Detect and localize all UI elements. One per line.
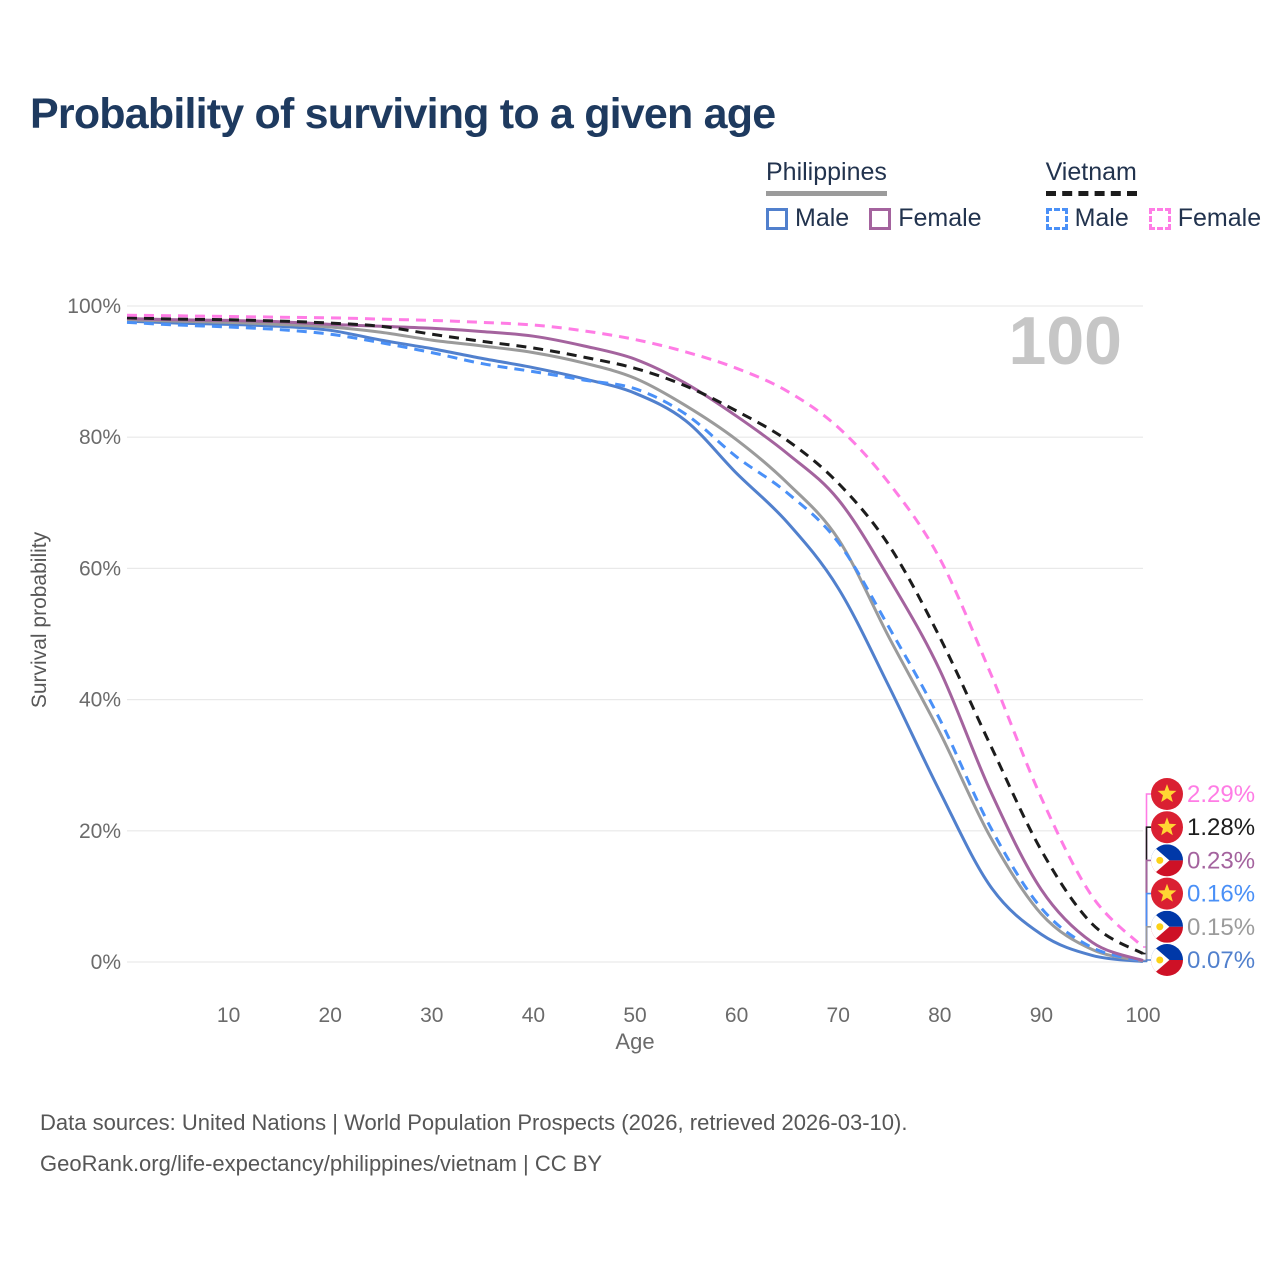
y-tick-label: 0% (91, 951, 121, 974)
curve-vietnam-male (126, 320, 1144, 963)
x-tick-label: 40 (522, 1004, 545, 1027)
x-tick-label: 100 (1125, 1004, 1160, 1027)
y-tick-label: 60% (79, 557, 121, 580)
star-icon (1157, 784, 1177, 802)
end-label-connector (1143, 959, 1151, 963)
curve-philippines-male (126, 319, 1144, 963)
attribution-line: GeoRank.org/life-expectancy/philippines/… (40, 1151, 603, 1176)
y-axis-tick-labels: 0% 20% 40% 60% 80% 100% (67, 295, 121, 974)
legend-item-vietnam-male: Male (1045, 204, 1129, 233)
legend-group-philippines: Philippines Male Female (766, 158, 982, 233)
legend-group-vietnam: Vietnam Male Female (1045, 158, 1262, 233)
philippines-flag-icon (1151, 844, 1183, 877)
star-icon (1157, 817, 1177, 836)
philippines-flag-icon (1151, 910, 1183, 943)
legend-label: Male (1074, 204, 1129, 232)
survival-curves (126, 313, 1145, 963)
x-tick-label: 10 (217, 1004, 240, 1027)
x-tick-label: 30 (420, 1004, 443, 1027)
x-tick-label: 70 (827, 1004, 850, 1027)
legend-label: Male (795, 204, 850, 232)
footer: Data sources: United Nations | World Pop… (40, 1102, 907, 1184)
age-marker-watermark: 100 (1009, 303, 1122, 379)
page-title: Probability of surviving to a given age (30, 90, 776, 138)
legend-country-vietnam: Vietnam (1045, 158, 1137, 196)
philippines-female-swatch-icon (869, 207, 892, 230)
x-tick-label: 50 (623, 1004, 646, 1027)
x-axis-tick-labels: 10 20 30 40 50 60 70 80 90 100 (217, 1004, 1161, 1027)
end-value-labels: 2.29% 1.28% 0.23% 0.16% 0.15% 0.07% (1143, 778, 1255, 976)
vietnam-female-swatch-icon (1148, 207, 1171, 230)
sun-icon (1156, 856, 1164, 864)
x-tick-label: 90 (1030, 1004, 1053, 1027)
curve-philippines-female (126, 317, 1144, 962)
y-tick-label: 20% (79, 820, 121, 843)
end-value-philippines-both: 0.15% (1187, 914, 1255, 941)
end-value-vietnam-female: 2.29% (1187, 781, 1255, 808)
legend: Philippines Male Female Vietnam Male (766, 158, 1261, 233)
legend-country-philippines: Philippines (766, 158, 887, 196)
x-axis-title: Age (615, 1029, 654, 1054)
sun-icon (1156, 956, 1164, 964)
y-tick-label: 40% (79, 689, 121, 712)
gridlines (127, 305, 1143, 963)
curve-vietnam-female (126, 313, 1145, 949)
curve-philippines-both (126, 318, 1144, 963)
legend-item-philippines-female: Female (869, 204, 982, 233)
vietnam-male-swatch-icon (1045, 207, 1068, 230)
x-tick-label: 60 (725, 1004, 748, 1027)
y-tick-label: 100% (67, 295, 121, 318)
end-value-vietnam-male: 0.16% (1187, 881, 1255, 908)
x-tick-label: 80 (928, 1004, 951, 1027)
end-value-vietnam-both: 1.28% (1187, 814, 1255, 841)
legend-item-philippines-male: Male (766, 204, 849, 233)
curve-vietnam-both (126, 316, 1144, 955)
sun-icon (1156, 923, 1164, 931)
y-axis-title: Survival probability (28, 531, 51, 708)
legend-label: Female (1177, 204, 1262, 232)
end-label-connector (1143, 926, 1151, 962)
end-value-philippines-male: 0.07% (1187, 947, 1255, 974)
philippines-male-swatch-icon (766, 207, 788, 230)
x-tick-label: 20 (319, 1004, 342, 1027)
legend-item-vietnam-female: Female (1148, 204, 1262, 233)
star-icon (1157, 883, 1177, 902)
legend-label: Female (898, 204, 982, 232)
end-value-philippines-female: 0.23% (1187, 847, 1255, 874)
philippines-flag-icon (1151, 944, 1183, 976)
data-sources-line: Data sources: United Nations | World Pop… (40, 1110, 908, 1135)
y-tick-label: 80% (79, 426, 121, 449)
